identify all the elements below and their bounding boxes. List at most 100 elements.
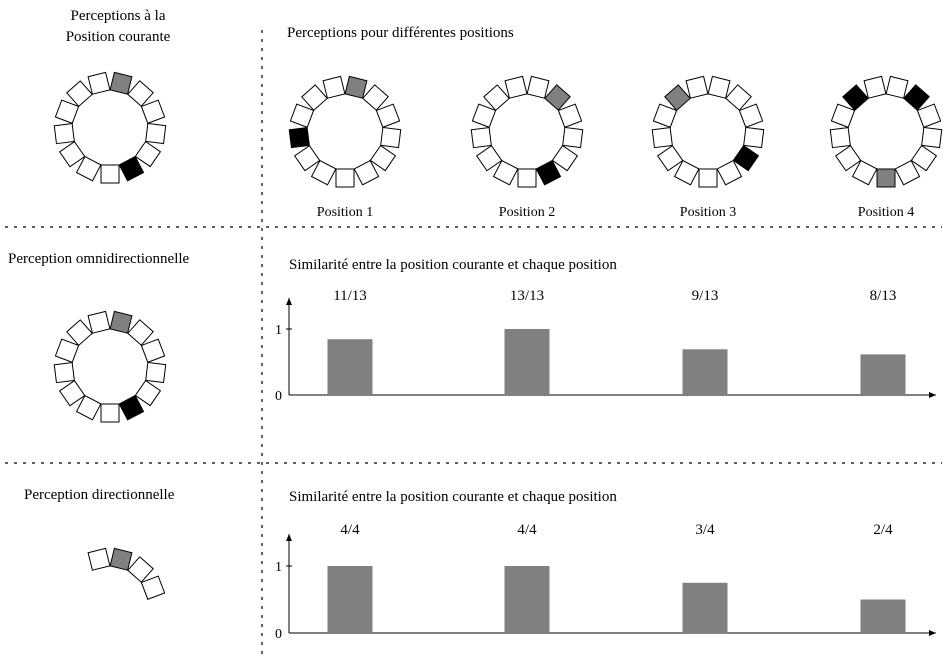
position-1-label: Position 1 [317, 205, 373, 220]
omni-cell-10 [54, 338, 80, 363]
position-4-cell-5 [894, 159, 921, 186]
position-4-cell-12 [863, 75, 887, 99]
directional-arc [87, 547, 166, 600]
dir-cell-1 [127, 556, 154, 583]
current-position-ring [53, 71, 167, 184]
position-4-cell-1 [903, 84, 930, 111]
omni-chart-title: Similarité entre la position courante et… [289, 257, 617, 273]
omni-cell-5 [118, 394, 145, 421]
position-3-cell-4 [732, 144, 760, 172]
current-cell-1 [127, 80, 154, 107]
current-cell-3 [145, 122, 167, 145]
position-2-cell-9 [470, 127, 492, 149]
position-1-cell-10 [289, 103, 315, 128]
position-2-cell-0 [526, 75, 550, 99]
chart-2-bar-1 [327, 566, 373, 633]
position-2-label: Position 2 [499, 205, 555, 220]
dir-similarity-chart: 0 1 4/4 4/4 3/4 2/4 [275, 522, 936, 642]
position-2-cell-10 [471, 103, 497, 128]
position-1-cell-9 [288, 127, 310, 149]
chart-1-ytick-0: 0 [275, 389, 282, 404]
position-3-cell-10 [652, 103, 678, 128]
omni-cell-11 [66, 319, 93, 347]
position-1-cell-11 [301, 84, 328, 112]
position-2-cell-1 [544, 84, 571, 111]
position-2-cell-2 [557, 103, 583, 128]
position-1-cell-0 [344, 75, 368, 99]
current-cell-8 [58, 140, 86, 168]
position-3-cell-9 [651, 127, 673, 149]
position-2-cell-12 [504, 75, 528, 99]
current-cell-2 [140, 99, 166, 124]
position-4-cell-8 [834, 144, 862, 172]
position-4-cell-11 [842, 84, 869, 112]
position-3-cell-6 [698, 168, 718, 188]
chart-1-x-arrow [929, 392, 936, 398]
omni-cell-2 [140, 338, 166, 363]
current-cell-0 [109, 71, 133, 95]
current-cell-6 [100, 164, 120, 184]
chart-2-bar-4 [860, 599, 906, 633]
omni-cell-9 [53, 362, 75, 384]
current-cell-4 [134, 140, 162, 168]
omni-cell-3 [145, 361, 167, 384]
position-4-cell-4 [910, 144, 938, 172]
chart-1-data-label-3: 9/13 [692, 288, 719, 304]
current-cell-11 [66, 80, 93, 108]
position-3-label: Position 3 [680, 205, 736, 220]
dir-cell-0 [109, 547, 133, 571]
position-3-cell-12 [685, 75, 709, 99]
chart-1-ytick-1: 1 [275, 323, 282, 338]
chart-2-x-arrow [929, 630, 936, 636]
chart-2-data-label-4: 2/4 [873, 522, 893, 538]
omni-cell-4 [134, 379, 162, 407]
current-cell-12 [87, 71, 111, 95]
position-3-cell-3 [743, 126, 765, 149]
position-2-cell-5 [535, 159, 562, 186]
omni-cell-0 [109, 310, 133, 334]
current-cell-10 [54, 99, 80, 124]
position-2-cell-8 [475, 144, 503, 172]
omni-similarity-chart: 0 1 11/13 13/13 9/13 8/13 [275, 288, 936, 404]
dir-cell-2 [140, 575, 166, 600]
position-1-cell-12 [322, 75, 346, 99]
dir-cell-12 [87, 547, 111, 571]
chart-1-data-label-1: 11/13 [333, 288, 367, 304]
chart-1-data-label-4: 8/13 [870, 288, 897, 304]
position-3-cell-1 [725, 84, 752, 111]
position-4-label: Position 4 [858, 205, 914, 220]
position-2-cell-6 [517, 168, 537, 188]
position-3-cell-2 [738, 103, 764, 128]
position-1-cell-4 [369, 144, 397, 172]
chart-1-bar-2 [504, 329, 550, 395]
current-cell-9 [53, 123, 75, 145]
position-1-cell-7 [310, 159, 337, 186]
position-2-cell-11 [483, 84, 510, 112]
position-2-ring [470, 75, 584, 188]
current-cell-5 [118, 155, 145, 182]
chart-2-bar-2 [504, 566, 550, 633]
chart-2-data-label-3: 3/4 [695, 522, 715, 538]
position-4-cell-3 [921, 126, 943, 149]
position-1-cell-8 [293, 144, 321, 172]
omnidirectional-ring [53, 310, 167, 423]
chart-2-ytick-0: 0 [275, 627, 282, 642]
position-4-cell-7 [851, 159, 878, 186]
dir-chart-title: Similarité entre la position courante et… [289, 489, 617, 505]
position-4-cell-0 [885, 75, 909, 99]
position-2-cell-7 [492, 159, 519, 186]
position-2-cell-3 [562, 126, 584, 149]
position-4-cell-6 [876, 168, 896, 188]
current-title-line1: Perceptions à la [71, 8, 166, 24]
chart-2-data-label-2: 4/4 [517, 522, 537, 538]
position-1-cell-6 [335, 168, 355, 188]
chart-2-bar-3 [682, 582, 728, 634]
current-cell-7 [75, 155, 102, 182]
omni-cell-7 [75, 394, 102, 421]
position-1-cell-1 [362, 84, 389, 111]
position-3-cell-5 [716, 159, 743, 186]
position-1-cell-5 [353, 159, 380, 186]
dir-title: Perception directionnelle [24, 487, 175, 503]
position-3-cell-0 [707, 75, 731, 99]
